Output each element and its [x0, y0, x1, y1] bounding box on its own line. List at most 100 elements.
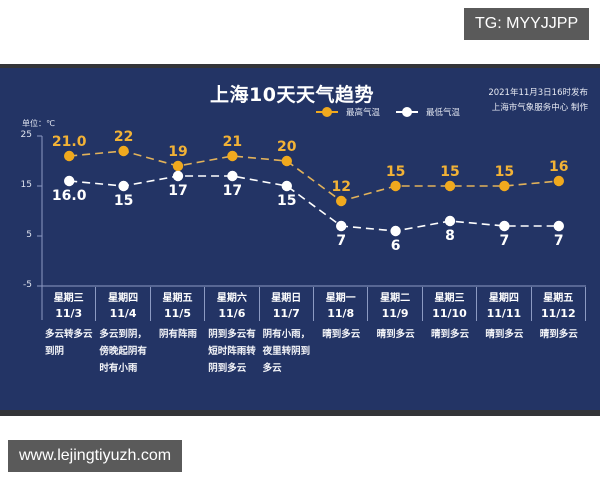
- day-header: 星期四 11/11: [477, 287, 532, 321]
- watermark-url: www.lejingtiyuzh.com: [8, 440, 183, 472]
- date-label: 11/3: [55, 307, 83, 320]
- day-header: 星期四 11/4: [96, 287, 151, 321]
- chart-value-labels: 21.0 22 19 21 20 12 15 15 15 16 16.0 15 17 17 15 7 6 8 7 7: [52, 129, 569, 254]
- date-label: 11/8: [327, 307, 355, 320]
- weather-description-line: 时有小雨: [99, 363, 138, 374]
- weekday-label: 星期三: [53, 293, 84, 304]
- date-label: 11/9: [381, 307, 409, 320]
- weather-description-line: 晴到多云: [539, 329, 578, 340]
- low-temp-label: 17: [223, 183, 242, 199]
- date-label: 11/7: [272, 307, 300, 320]
- legend-high-label: 最高气温: [346, 108, 381, 118]
- chart-title: 上海10天天气趋势: [210, 84, 374, 106]
- date-label: 11/4: [109, 307, 137, 320]
- high-temp-label: 15: [440, 164, 459, 180]
- weather-description: 晴到多云: [314, 321, 368, 343]
- legend-low-label: 最低气温: [426, 108, 461, 118]
- day-header: 星期五 11/5: [151, 287, 206, 321]
- high-temp-label: 21.0: [52, 134, 87, 150]
- day-column: 星期四 11/11 晴到多云: [477, 287, 532, 343]
- weather-description: 多云转多云 到阴: [42, 321, 96, 360]
- weather-description: 阴有阵雨: [151, 321, 205, 343]
- high-temp-label: 15: [495, 164, 514, 180]
- weekday-label: 星期三: [434, 293, 465, 304]
- day-header: 星期日 11/7: [260, 287, 314, 321]
- high-temp-label: 22: [114, 129, 133, 145]
- weather-description: 晴到多云: [368, 321, 422, 343]
- date-label: 11/6: [218, 307, 246, 320]
- weekday-label: 星期日: [271, 293, 302, 304]
- chart-axes: [37, 135, 586, 320]
- day-column: 星期六 11/6 阴到多云有短时阵雨转阴到多云: [205, 287, 260, 377]
- day-header: 星期三 11/3: [42, 287, 97, 321]
- y-tick-25: 25: [20, 130, 32, 140]
- weather-description-line: 晴到多云: [322, 329, 361, 340]
- unit-label: 单位：℃: [22, 119, 55, 128]
- high-temp-label: 12: [331, 179, 350, 195]
- weather-description-line: 夜里转阴到: [262, 346, 311, 357]
- weekday-label: 星期五: [162, 293, 193, 304]
- weather-description-line: 傍晚起阴有: [99, 346, 147, 357]
- day-column: 星期四 11/4 多云到阴， 傍晚起阴有时有小雨: [96, 287, 151, 377]
- weather-description-line: 短时阵雨转: [208, 346, 256, 357]
- weather-description-line: 晴到多云: [430, 329, 469, 340]
- day-column: 星期三 11/3 多云转多云 到阴: [42, 287, 97, 360]
- day-column: 星期二 11/9 晴到多云: [368, 287, 423, 343]
- high-temp-label: 21: [223, 134, 242, 150]
- weather-description-line: 到阴: [45, 346, 65, 357]
- low-temp-label: 7: [500, 233, 510, 249]
- weather-description: 多云到阴， 傍晚起阴有时有小雨: [96, 321, 150, 377]
- weather-description-line: 阴有阵雨: [158, 329, 197, 340]
- weekday-label: 星期四: [108, 293, 139, 304]
- weather-description: 晴到多云: [423, 321, 477, 343]
- date-label: 11/10: [432, 307, 467, 320]
- weather-description-line: 阴到多云: [208, 363, 247, 374]
- day-column: 星期五 11/5 阴有阵雨: [151, 287, 206, 343]
- producer-credit: 上海市气象服务中心 制作: [491, 103, 588, 113]
- date-label: 11/11: [486, 307, 522, 320]
- legend-low-marker-icon: [396, 107, 418, 117]
- chart-lines: [63, 145, 564, 237]
- low-temp-label: 6: [391, 238, 401, 254]
- day-header: 星期三 11/10: [423, 287, 478, 321]
- high-temp-label: 15: [386, 164, 405, 180]
- weather-description: 晴到多云: [532, 321, 586, 343]
- low-temp-label: 15: [114, 193, 133, 209]
- weather-description: 阴有小雨， 夜里转阴到 多云: [260, 321, 314, 377]
- low-temp-label: 7: [336, 233, 346, 249]
- weekday-label: 星期四: [488, 293, 519, 304]
- y-tick-5: 5: [26, 230, 32, 240]
- weather-description-line: 多云到阴，: [99, 329, 147, 340]
- low-temp-label: 8: [445, 228, 455, 244]
- high-temp-label: 20: [277, 139, 297, 155]
- legend-high: 最高气温: [316, 106, 380, 118]
- weather-description-line: 晴到多云: [376, 329, 415, 340]
- weather-description-line: 多云: [262, 363, 282, 374]
- day-header: 星期五 11/12: [532, 287, 586, 321]
- date-label: 11/5: [164, 307, 191, 320]
- high-temp-label: 19: [168, 144, 187, 160]
- weekday-label: 星期六: [216, 293, 247, 304]
- low-temp-label: 7: [554, 233, 564, 249]
- weather-description-line: 多云转多云: [45, 329, 93, 340]
- day-header: 星期二 11/9: [368, 287, 423, 321]
- y-tick-neg5: -5: [23, 280, 32, 290]
- weather-description-line: 阴到多云有: [208, 329, 256, 340]
- day-column: 星期三 11/10 晴到多云: [423, 287, 478, 343]
- watermark-tg: TG: MYYJJPP: [464, 8, 590, 40]
- legend-high-marker-icon: [316, 107, 338, 117]
- low-temp-label: 16.0: [52, 188, 87, 204]
- date-label: 11/12: [540, 307, 576, 320]
- day-column: 星期五 11/12 晴到多云: [532, 287, 586, 343]
- weekday-label: 星期五: [543, 293, 574, 304]
- weather-panel: [0, 68, 600, 410]
- publish-time: 2021年11月3日16时发布: [488, 88, 588, 98]
- day-header: 星期一 11/8: [314, 287, 369, 321]
- low-temp-label: 15: [277, 193, 296, 209]
- weather-description: 晴到多云: [477, 321, 531, 343]
- weekday-label: 星期二: [380, 293, 411, 304]
- y-tick-15: 15: [20, 180, 32, 190]
- weekday-label: 星期一: [325, 293, 356, 304]
- day-header: 星期六 11/6: [205, 287, 260, 321]
